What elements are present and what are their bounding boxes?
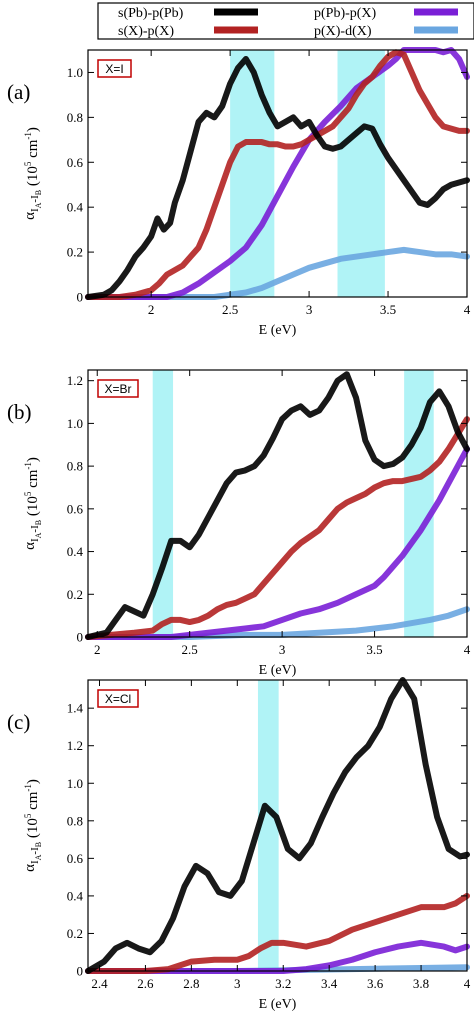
x-tick-label: 3 [306,302,313,317]
x-tick-label: 3.4 [321,976,338,991]
x-tick-label: 2.5 [182,642,198,657]
x-axis-label: E (eV) [259,997,297,1012]
y-tick-label: 1.0 [67,65,83,80]
series-line-1 [85,892,470,974]
y-tick-label: 0.6 [67,155,84,170]
variant-tag: X=I [105,62,123,76]
series-line-3 [85,246,470,300]
y-tick-label: 0.8 [67,110,83,125]
series-line-0 [85,371,470,640]
series-line-3 [85,606,470,640]
legend-box [97,2,474,40]
series-line-1 [85,49,470,300]
highlight-band [152,370,174,637]
panel-label: (c) [7,710,30,734]
y-tick-label: 0.2 [67,245,83,260]
legend: s(Pb)-p(Pb) s(X)-p(X) p(Pb)-p(X) p(X)-d(X) [97,2,474,40]
x-axis-label: E (eV) [259,323,297,338]
plot-frame [87,369,468,638]
series-line-0 [85,55,470,300]
panel-b: 2 2.5 3 3.5 4 0 0.2 0.4 0.6 0.8 1.0 1.2 E (eV) (b) X=B… [7,369,471,678]
x-tick-label: 3.5 [380,302,396,317]
y-tick-label: 1.2 [67,373,83,388]
y-tick-label: 0 [77,290,84,305]
y-tick-label: 0.2 [67,926,83,941]
x-tick-label: 3.5 [366,642,382,657]
y-tick-label: 0.8 [67,459,83,474]
panel-a: 2 2.5 3 3.5 4 0 0.2 0.4 0.6 0.8 1.0 E (eV) (a) X=I αIA… [7,47,471,338]
y-tick-label: 0.4 [67,544,84,559]
panel-label: (b) [7,400,32,424]
y-tick-label: 1.2 [67,738,83,753]
plot-frame [87,679,468,972]
variant-tag-box [97,379,139,398]
x-tick-label: 4 [464,642,471,657]
x-tick-label: 2 [148,302,155,317]
series-line-2 [85,939,470,974]
series-line-2 [85,47,470,300]
y-tick-label: 0 [77,964,84,979]
legend-label: p(Pb)-p(X) [314,6,377,21]
x-tick-label: 2 [94,642,101,657]
series-line-2 [85,446,470,640]
x-tick-label: 4 [464,976,471,991]
x-tick-label: 2.6 [137,976,154,991]
y-tick-label: 0.6 [67,851,84,866]
highlight-band [257,680,279,971]
panels: 2 2.5 3 3.5 4 0 0.2 0.4 0.6 0.8 1.0 E (eV) (a) X=I αIA… [7,47,471,1012]
y-tick-label: 0 [77,630,84,645]
panel-c: 2.4 2.6 2.8 3 3.2 3.4 3.6 3.8 4 0 0.2 0.4 0.6 0.8 1.0 1… [7,677,471,1012]
y-tick-label: 0.4 [67,200,84,215]
series-line-1 [85,416,470,640]
highlight-band [230,50,275,297]
x-tick-label: 3 [234,976,241,991]
x-tick-label: 2.8 [183,976,199,991]
variant-tag-box [97,59,132,78]
variant-tag-box [97,689,139,708]
y-tick-label: 0.8 [67,813,83,828]
y-tick-label: 0.4 [67,888,84,903]
legend-label: p(X)-d(X) [314,24,372,39]
legend-label: s(Pb)-p(Pb) [118,6,184,21]
y-axis-label: αIA-IB (105 cm-1) [22,779,43,872]
x-tick-label: 3.2 [275,976,291,991]
x-axis-label: E (eV) [259,663,297,678]
variant-tag: X=Br [104,382,131,396]
x-tick-label: 2.4 [91,976,108,991]
highlight-band [404,370,434,637]
y-tick-label: 0.2 [67,587,83,602]
x-tick-label: 3 [279,642,286,657]
variant-tag: X=Cl [105,692,131,706]
y-axis-label: αIA-IB (105 cm-1) [22,127,43,220]
x-tick-label: 2.5 [222,302,238,317]
x-tick-label: 3.8 [413,976,429,991]
legend-label: s(X)-p(X) [118,24,174,39]
panel-label: (a) [7,80,30,104]
x-tick-label: 4 [464,302,471,317]
x-tick-label: 3.6 [367,976,384,991]
series-line-0 [85,677,470,974]
y-axis-label: αIA-IB (105 cm-1) [22,457,43,550]
y-tick-label: 0.6 [67,501,84,516]
y-tick-label: 1.0 [67,416,83,431]
y-tick-label: 1.4 [67,701,84,716]
plot-frame [87,49,468,298]
y-tick-label: 1.0 [67,776,83,791]
